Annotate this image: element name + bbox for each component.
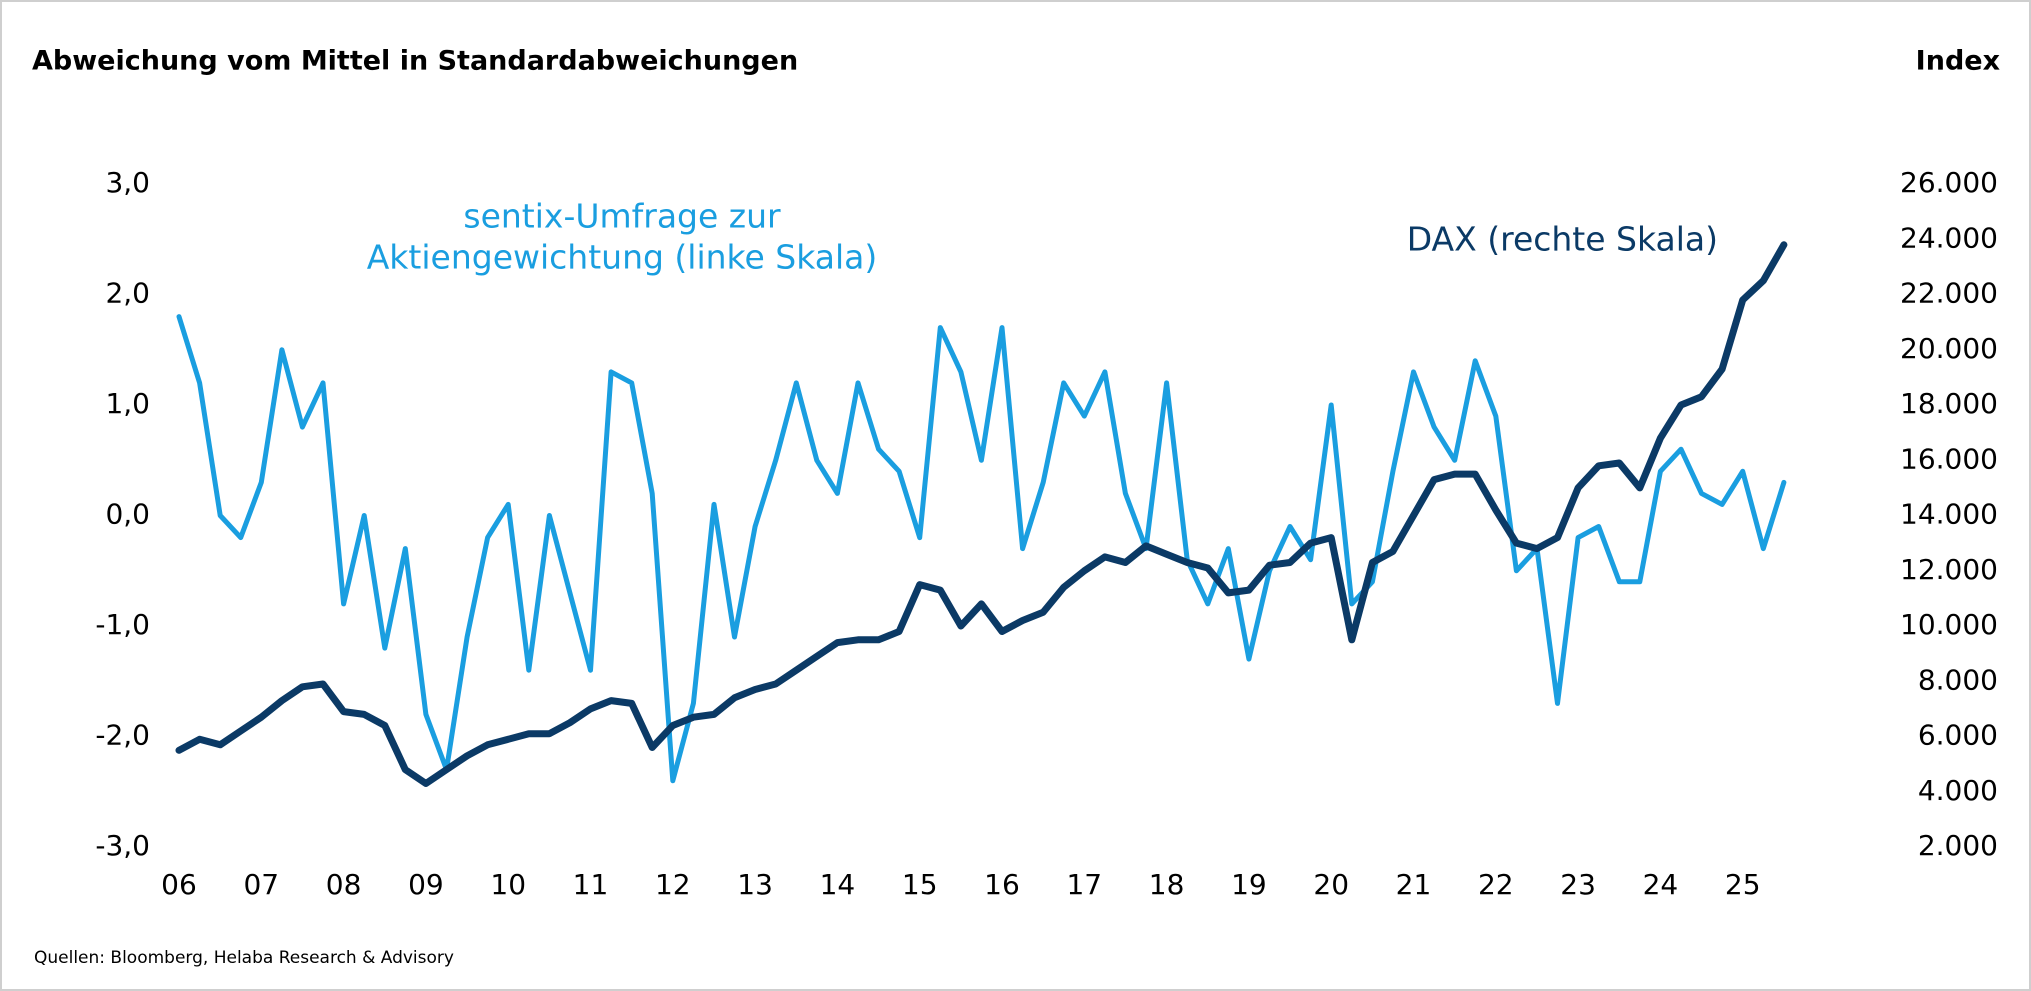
annotation: DAX (rechte Skala) [1407, 220, 1718, 259]
annotation: Aktiengewichtung (linke Skala) [367, 238, 878, 277]
x-tick-label: 06 [161, 868, 197, 901]
y2-tick-label: 18.000 [1900, 387, 1998, 420]
x-tick-label: 11 [573, 868, 609, 901]
y2-tick-label: 10.000 [1900, 608, 1998, 641]
series-line [175, 241, 1788, 787]
annotation: sentix-Umfrage zur [463, 197, 781, 236]
y-axis-label: Abweichung vom Mittel in Standardabweich… [32, 46, 798, 77]
y2-tick-label: 16.000 [1900, 442, 1998, 475]
y2-tick-label: 4.000 [1918, 774, 1998, 807]
x-tick-label: 22 [1478, 868, 1514, 901]
y-tick-label: 0,0 [105, 498, 150, 531]
x-tick-label: 08 [326, 868, 362, 901]
y-tick-label: 2,0 [105, 277, 150, 310]
x-tick-label: 14 [820, 868, 856, 901]
y-tick-label: -1,0 [95, 608, 150, 641]
y2-tick-label: 12.000 [1900, 553, 1998, 586]
y2-tick-label: 26.000 [1900, 166, 1998, 199]
x-tick-label: 20 [1313, 868, 1349, 901]
y-tick-label: 3,0 [105, 166, 150, 199]
x-tick-label: 16 [984, 868, 1020, 901]
y2-tick-label: 20.000 [1900, 332, 1998, 365]
source: Quellen: Bloomberg, Helaba Research & Ad… [34, 948, 454, 968]
y2-tick-label: 6.000 [1918, 719, 1998, 752]
y2-tick-label: 24.000 [1900, 221, 1998, 254]
y2-tick-label: 8.000 [1918, 663, 1998, 696]
x-tick-label: 23 [1560, 868, 1596, 901]
y-tick-label: 1,0 [105, 387, 150, 420]
x-tick-label: 07 [243, 868, 279, 901]
y2-tick-label: 14.000 [1900, 498, 1998, 531]
x-tick-label: 15 [902, 868, 938, 901]
x-tick-label: 25 [1725, 868, 1761, 901]
y2-tick-label: 22.000 [1900, 277, 1998, 310]
x-tick-label: 12 [655, 868, 691, 901]
x-tick-label: 10 [490, 868, 526, 901]
y2-tick-label: 2.000 [1918, 829, 1998, 862]
x-tick-label: 13 [737, 868, 773, 901]
y-tick-label: -2,0 [95, 719, 150, 752]
x-tick-label: 24 [1643, 868, 1679, 901]
x-tick-label: 21 [1396, 868, 1432, 901]
x-tick-label: 18 [1149, 868, 1185, 901]
x-tick-label: 19 [1231, 868, 1267, 901]
x-tick-label: 17 [1066, 868, 1102, 901]
y-tick-label: -3,0 [95, 829, 150, 862]
y2-axis-label: Index [1916, 46, 2000, 77]
x-tick-label: 09 [408, 868, 444, 901]
